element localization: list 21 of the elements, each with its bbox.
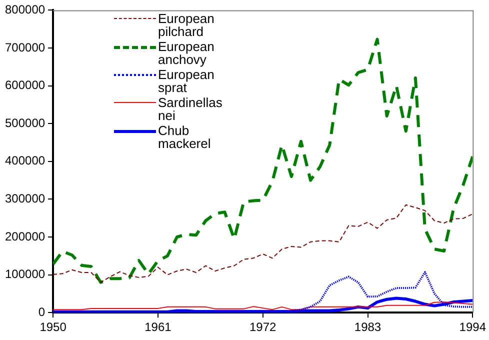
y-tick-label: 400000: [4, 154, 46, 168]
x-tick-label: 1961: [144, 320, 172, 334]
y-tick-label: 200000: [4, 229, 46, 244]
x-tick-label: 1972: [249, 320, 277, 334]
legend-label: European anchovy: [158, 39, 216, 68]
x-tick-label: 1994: [459, 320, 486, 334]
y-tick-label: 300000: [4, 192, 46, 206]
x-tick-label: 1983: [354, 320, 382, 334]
line-series: [53, 38, 473, 284]
y-tick-label: 700000: [4, 40, 46, 54]
y-tick-label: 800000: [4, 2, 46, 17]
legend-label: Sardinellas nei: [158, 95, 224, 124]
y-tick-label: 0: [38, 304, 46, 319]
x-tick-label: 1950: [40, 320, 67, 334]
legend-label: European sprat: [158, 67, 216, 96]
y-tick-label: 600000: [4, 78, 46, 92]
legend-label: Chub mackerel: [158, 123, 212, 152]
line-series: [53, 204, 473, 283]
y-tick-label: 100000: [4, 267, 46, 282]
y-tick-label: 500000: [4, 116, 46, 130]
legend-label: European pilchard: [158, 11, 216, 40]
